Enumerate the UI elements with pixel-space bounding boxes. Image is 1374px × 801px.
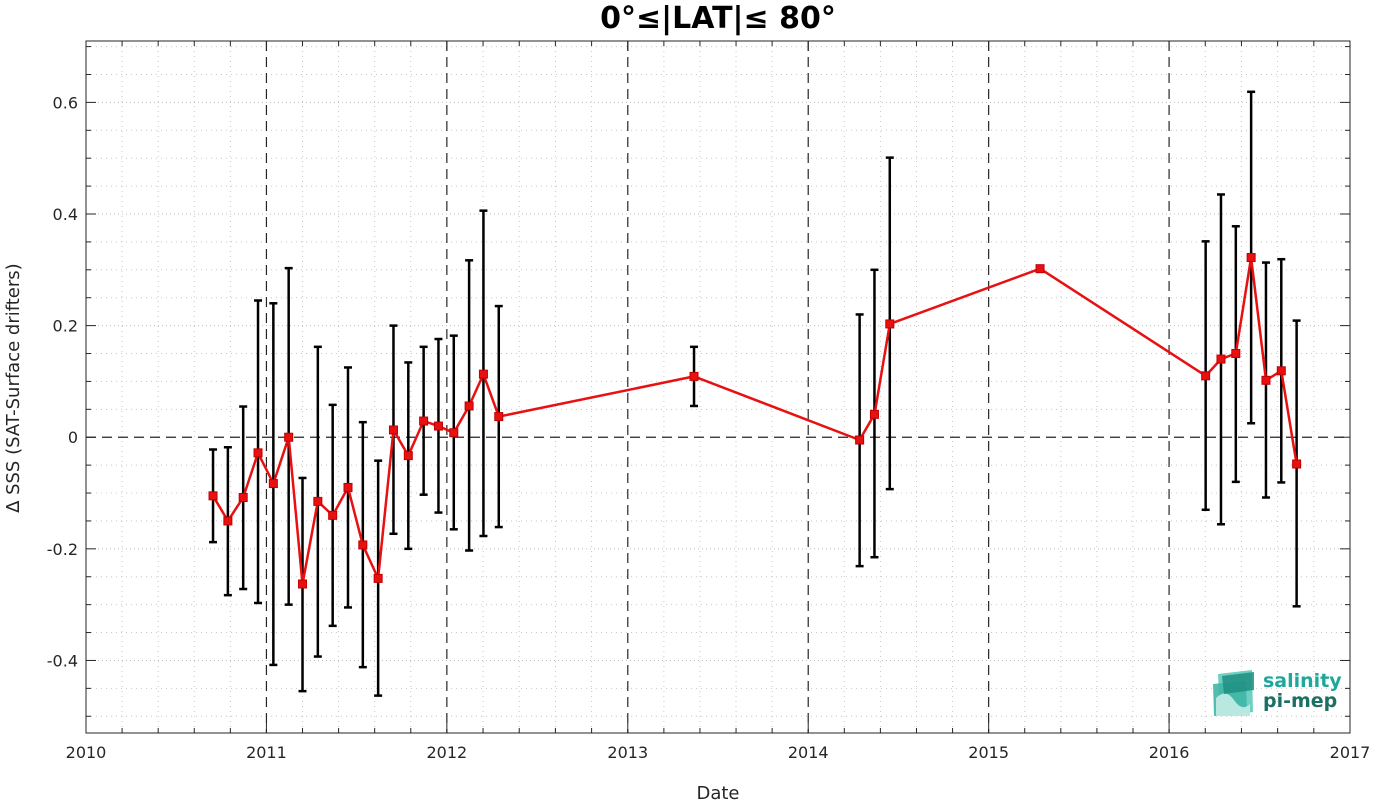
data-point [403, 451, 413, 461]
series-line [211, 256, 1298, 586]
x-tick-label: 2013 [607, 743, 648, 762]
logo-text-top: salinity [1263, 670, 1342, 692]
data-point [1246, 253, 1256, 263]
ticks [85, 41, 1351, 733]
data-point [208, 491, 218, 501]
chart-title: 0°≤|LAT|≤ 80° [600, 1, 836, 36]
data-point [478, 369, 488, 379]
x-tick-label: 2012 [427, 743, 468, 762]
data-point [328, 510, 338, 520]
data-point [885, 319, 895, 329]
data-point [358, 540, 368, 550]
logo-text-bottom: pi-mep [1263, 690, 1337, 712]
data-point [373, 573, 383, 583]
data-point [238, 492, 248, 502]
data-point [1292, 459, 1302, 469]
data-point [253, 448, 263, 458]
data-point [1231, 349, 1241, 359]
data-point [313, 496, 323, 506]
y-tick-label: 0 [68, 428, 78, 447]
data-point [388, 425, 398, 435]
data-point [689, 371, 699, 381]
minor-grid [86, 41, 1350, 733]
data-point [855, 435, 865, 445]
series [208, 253, 1302, 589]
data-point [419, 416, 429, 426]
x-tick-label: 2011 [246, 743, 287, 762]
data-point [1201, 371, 1211, 381]
axes-box [85, 40, 1351, 734]
tick-labels: 2010 2011 2012 2013 2014 2015 2016 2017 -0.4 -0.2… [47, 93, 1371, 762]
data-point [1216, 354, 1226, 364]
data-point [869, 409, 879, 419]
x-tick-label: 2016 [1149, 743, 1190, 762]
plot-frame [85, 40, 1351, 734]
y-tick-label: -0.4 [47, 651, 78, 670]
y-tick-label: 0.4 [53, 205, 78, 224]
data-point [1261, 375, 1271, 385]
major-grid [86, 41, 1350, 733]
x-tick-label: 2017 [1330, 743, 1371, 762]
logo-waves-icon [1213, 670, 1254, 716]
y-tick-label: 0.2 [53, 317, 78, 336]
y-tick-label: 0.6 [53, 93, 78, 112]
data-point [464, 401, 474, 411]
data-point [284, 432, 294, 442]
data-point [449, 428, 459, 438]
x-tick-label: 2010 [66, 743, 107, 762]
salinity-pi-mep-logo: salinity pi-mep [1213, 670, 1342, 716]
x-tick-label: 2015 [968, 743, 1009, 762]
data-point [268, 479, 278, 489]
x-tick-label: 2014 [788, 743, 829, 762]
data-point [343, 482, 353, 492]
x-axis-label: Date [696, 783, 739, 801]
y-tick-label: -0.2 [47, 540, 78, 559]
data-point [433, 421, 443, 431]
data-point [223, 516, 233, 526]
data-point [298, 579, 308, 589]
data-point [494, 412, 504, 422]
data-point [1035, 264, 1045, 274]
data-point [1276, 366, 1286, 376]
y-axis-label: ∆ SSS (SAT-Surface drifters) [3, 263, 24, 513]
